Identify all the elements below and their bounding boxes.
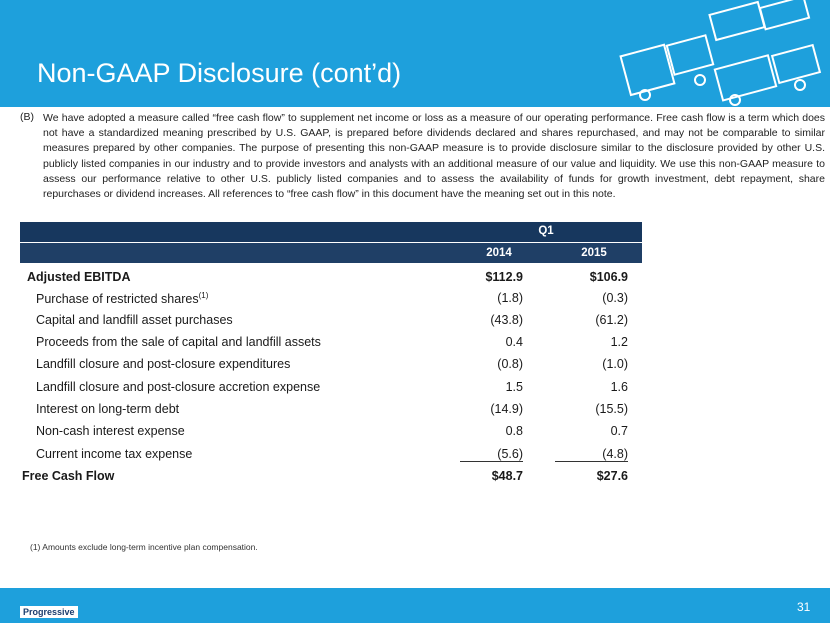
page-number: 31	[797, 600, 811, 614]
cell-value: 1.2	[610, 335, 628, 349]
row-label-text: Purchase of restricted shares	[36, 292, 199, 307]
cell-value: $27.6	[596, 469, 628, 483]
footer-band	[0, 588, 830, 623]
row-label-text: Proceeds from the sale of capital and la…	[36, 335, 321, 349]
row-label-text: Current income tax expense	[36, 447, 193, 461]
slide-title: Non-GAAP Disclosure (cont’d)	[37, 58, 402, 88]
cell-value: (1.0)	[602, 357, 628, 371]
table-row: Proceeds from the sale of capital and la…	[20, 332, 642, 354]
row-label-text: Landfill closure and post-closure accret…	[36, 380, 321, 394]
row-label: Current income tax expense	[36, 447, 192, 461]
row-label: Free Cash Flow	[22, 469, 114, 483]
note-text: We have adopted a measure called “free c…	[43, 112, 825, 201]
cell-value: 0.4	[505, 335, 523, 349]
row-label: Landfill closure and post-closure expend…	[36, 357, 290, 371]
table-row: Adjusted EBITDA $112.9 $106.9	[20, 267, 642, 289]
row-label-text: Interest on long-term debt	[36, 402, 180, 416]
table-row: Capital and landfill asset purchases (43.…	[20, 310, 642, 332]
cell-value: 0.7	[610, 424, 628, 438]
table-row: Non-cash interest expense 0.8 0.7	[20, 421, 642, 443]
footnote-ref: (1)	[198, 291, 209, 300]
row-label: Purchase of restricted shares(1)	[36, 291, 208, 306]
cell-value: $112.9	[485, 270, 523, 284]
cell-value: $106.9	[589, 270, 628, 284]
cell-value: (0.3)	[602, 291, 628, 305]
cell-value: (61.2)	[595, 313, 628, 327]
row-label: Landfill closure and post-closure accret…	[36, 380, 320, 394]
row-label: Adjusted EBITDA	[27, 270, 130, 284]
table-row: Current income tax expense (5.6) (4.8)	[20, 444, 642, 466]
cell-value: (0.8)	[497, 357, 523, 371]
logo: Progressive	[20, 606, 78, 618]
period-header: Q1	[538, 225, 554, 237]
truck-illustration	[619, 0, 822, 106]
row-label-text: Landfill closure and post-closure expend…	[36, 357, 291, 371]
cell-value: 1.5	[505, 380, 523, 394]
cell-value: (15.5)	[595, 402, 628, 416]
footnote: (1) Amounts exclude long-term incentive …	[30, 542, 258, 552]
row-label-text: Adjusted EBITDA	[27, 270, 131, 284]
table-header: Q1	[20, 222, 642, 242]
table-subheader: 2014 2015	[20, 243, 642, 263]
row-label-text: Free Cash Flow	[22, 469, 115, 483]
column-header: 2015	[581, 247, 607, 259]
cell-value: (1.8)	[497, 291, 523, 305]
row-label-text: Non-cash interest expense	[36, 424, 185, 438]
column-header: 2014	[486, 247, 512, 259]
header-band	[0, 0, 830, 107]
cell-value: $48.7	[491, 469, 523, 483]
table-row: Landfill closure and post-closure accret…	[20, 377, 642, 399]
table-row: Landfill closure and post-closure expend…	[20, 354, 642, 376]
row-label-text: Capital and landfill asset purchases	[36, 313, 233, 327]
table-row: Free Cash Flow $48.7 $27.6	[20, 466, 642, 488]
cell-value: (43.8)	[490, 313, 523, 327]
cell-value: 1.6	[610, 380, 628, 394]
note-label: (B)	[20, 111, 34, 123]
cell-value: (5.6)	[460, 447, 523, 462]
cell-value: (4.8)	[555, 447, 628, 462]
table-row: Interest on long-term debt (14.9) (15.5)	[20, 399, 642, 421]
row-label: Non-cash interest expense	[36, 424, 185, 438]
row-label: Interest on long-term debt	[36, 402, 179, 416]
row-label: Capital and landfill asset purchases	[36, 313, 233, 327]
table-row: Purchase of restricted shares(1) (1.8) (0.…	[20, 288, 642, 310]
cell-value: 0.8	[505, 424, 523, 438]
cell-value: (14.9)	[490, 402, 523, 416]
row-label: Proceeds from the sale of capital and la…	[36, 335, 321, 349]
